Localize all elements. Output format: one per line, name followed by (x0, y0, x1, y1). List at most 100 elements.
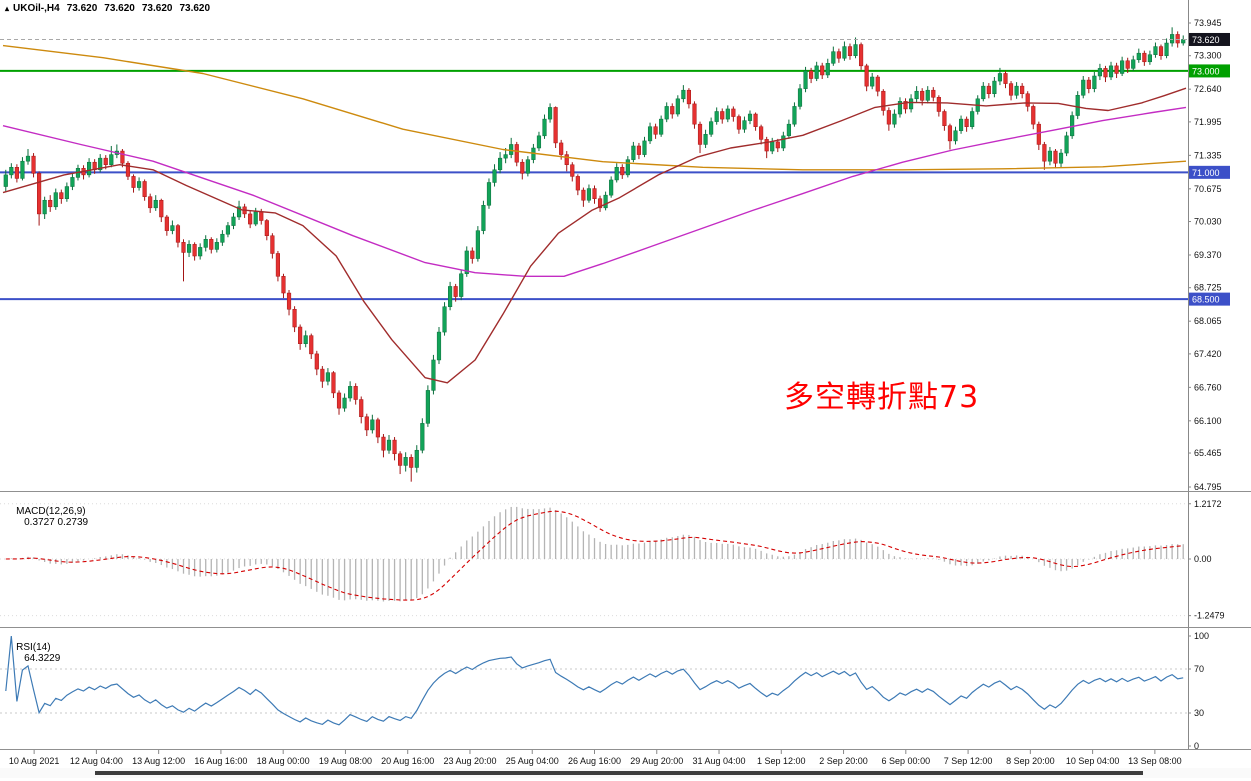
candle-body (659, 118, 664, 135)
candle-body (153, 199, 158, 209)
candle-body (625, 159, 630, 176)
candle-body (442, 306, 447, 333)
macd-indicator-values: 0.3727 0.2739 (24, 517, 89, 528)
chart-annotation-text: 多空轉折點73 (784, 380, 980, 415)
candle-body (1103, 68, 1108, 78)
candle-body (759, 126, 764, 140)
price-tag-level (1189, 165, 1230, 179)
price-axis-label: 68.725 (1194, 283, 1222, 293)
candle-body (1114, 65, 1119, 74)
candle-body (425, 390, 430, 424)
candle-body (536, 135, 542, 149)
candle-body (37, 173, 42, 215)
candle-body (736, 116, 741, 130)
candle-body (970, 111, 975, 127)
candle-body (786, 123, 791, 137)
candle-body (475, 230, 480, 259)
candle-body (1136, 52, 1141, 61)
candle-body (453, 286, 458, 297)
candle-body (181, 242, 186, 253)
candle-body (309, 335, 314, 355)
candle-body (864, 65, 869, 87)
moving-average-slow-line (2, 44, 1187, 171)
candle-body (1047, 150, 1053, 162)
candle-body (1147, 54, 1152, 63)
candle-body (381, 436, 386, 451)
candle-body (64, 186, 69, 199)
candle-body (375, 419, 380, 438)
candle-body (414, 449, 419, 468)
candle-body (459, 273, 464, 297)
candle-body (214, 242, 219, 250)
candle-body (25, 155, 31, 162)
candle-body (1120, 60, 1125, 74)
price-tag-label: 73.000 (1192, 66, 1220, 76)
price-axis-label: 68.065 (1194, 316, 1222, 326)
candle-body (481, 205, 486, 231)
horizontal-scrollbar[interactable] (0, 768, 1251, 778)
candle-body (664, 106, 669, 120)
candle-body (314, 353, 319, 370)
candle-body (570, 164, 575, 177)
candle-body (520, 161, 525, 174)
rsi-axis-label: 100 (1194, 631, 1209, 641)
candle-body (320, 368, 325, 382)
candle-body (747, 113, 753, 121)
candle-body (670, 106, 675, 115)
candle-body (353, 386, 358, 400)
candle-body (920, 90, 925, 101)
candle-body (186, 244, 192, 253)
candle-body (492, 169, 497, 183)
candle-body (997, 73, 1003, 82)
candle-body (992, 80, 997, 94)
candle-body (1158, 46, 1164, 56)
candle-body (514, 144, 519, 163)
candle-body (331, 372, 336, 394)
moving-average-fast-line (2, 87, 1187, 384)
candle-body (436, 331, 442, 361)
scrollbar-thumb[interactable] (95, 771, 1143, 775)
ohlc-close-value: 73.620 (179, 3, 211, 14)
macd-indicator-label: MACD(12,26,9) 0.3727 0.2739 (5, 495, 88, 539)
candle-body (1142, 52, 1147, 63)
price-axis-label: 65.465 (1194, 448, 1222, 458)
candle-body (803, 70, 808, 89)
candle-body (631, 145, 636, 160)
candle-body (958, 118, 964, 132)
candle-body (509, 144, 514, 155)
candle-body (542, 118, 547, 137)
candle-body (1175, 34, 1180, 44)
candle-body (209, 239, 214, 250)
candle-body (420, 423, 425, 451)
candle-body (298, 326, 303, 344)
candle-body (364, 416, 369, 431)
candle-body (1042, 144, 1047, 162)
candle-body (742, 120, 747, 130)
candle-body (109, 154, 114, 165)
candle-body (120, 150, 125, 164)
price-tag-label: 68.500 (1192, 295, 1220, 305)
candle-body (564, 154, 569, 165)
time-axis-label: 29 Aug 20:00 (630, 756, 683, 766)
candle-body (986, 85, 991, 94)
candle-body (125, 162, 131, 177)
candle-body (403, 457, 408, 466)
candle-body (164, 216, 169, 231)
candle-body (709, 121, 714, 135)
symbol-period-label: UKOil-,H4 (13, 3, 60, 14)
candle-body (1108, 65, 1114, 78)
candle-body (592, 188, 597, 199)
macd-axis-label: -1.2479 (1194, 611, 1225, 621)
candle-body (942, 111, 947, 126)
time-axis-label: 31 Aug 04:00 (692, 756, 745, 766)
candle-body (947, 125, 953, 142)
candle-body (386, 439, 392, 451)
candle-body (87, 161, 92, 176)
candle-body (581, 189, 586, 201)
candle-body (775, 141, 780, 149)
symbol-dropdown-icon: ▴ (5, 4, 10, 13)
time-axis-label: 2 Sep 20:00 (819, 756, 868, 766)
price-axis-label: 67.420 (1194, 349, 1222, 359)
